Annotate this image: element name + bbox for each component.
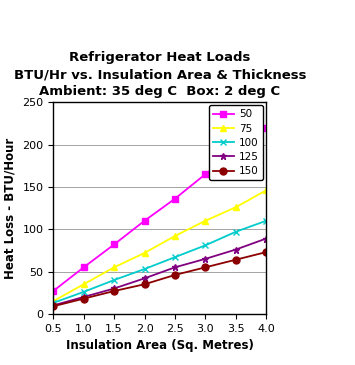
125 — [173, 265, 177, 269]
50 — [264, 126, 268, 131]
125 — [142, 276, 147, 281]
Legend: 50, 75, 100, 125, 150: 50, 75, 100, 125, 150 — [209, 105, 263, 180]
100 — [51, 301, 55, 305]
75 — [112, 265, 116, 269]
Line: 125: 125 — [50, 235, 270, 309]
75 — [82, 282, 86, 287]
125 — [203, 257, 208, 261]
150 — [142, 282, 147, 287]
Title: Refrigerator Heat Loads
BTU/Hr vs. Insulation Area & Thickness
Ambient: 35 deg C: Refrigerator Heat Loads BTU/Hr vs. Insul… — [13, 51, 306, 98]
50 — [234, 149, 238, 154]
Line: 100: 100 — [50, 217, 270, 306]
150 — [112, 289, 116, 293]
Line: 50: 50 — [50, 125, 270, 295]
100 — [173, 255, 177, 260]
100 — [234, 230, 238, 234]
75 — [142, 251, 147, 255]
75 — [203, 219, 208, 223]
75 — [234, 205, 238, 210]
125 — [82, 295, 86, 299]
50 — [142, 219, 147, 223]
150 — [203, 265, 208, 269]
50 — [203, 172, 208, 176]
Line: 150: 150 — [50, 249, 270, 310]
50 — [82, 265, 86, 269]
100 — [112, 278, 116, 282]
50 — [112, 242, 116, 247]
125 — [112, 286, 116, 291]
150 — [173, 273, 177, 277]
75 — [173, 234, 177, 238]
Line: 75: 75 — [50, 187, 270, 305]
100 — [142, 267, 147, 271]
100 — [203, 243, 208, 247]
125 — [51, 303, 55, 308]
125 — [234, 247, 238, 252]
Y-axis label: Heat Loss - BTU/Hour: Heat Loss - BTU/Hour — [4, 138, 17, 278]
75 — [264, 188, 268, 192]
150 — [51, 304, 55, 308]
150 — [82, 296, 86, 301]
125 — [264, 237, 268, 241]
50 — [173, 196, 177, 201]
150 — [234, 258, 238, 262]
X-axis label: Insulation Area (Sq. Metres): Insulation Area (Sq. Metres) — [66, 339, 254, 352]
100 — [82, 290, 86, 294]
100 — [264, 219, 268, 223]
75 — [51, 299, 55, 303]
50 — [51, 289, 55, 293]
150 — [264, 250, 268, 254]
